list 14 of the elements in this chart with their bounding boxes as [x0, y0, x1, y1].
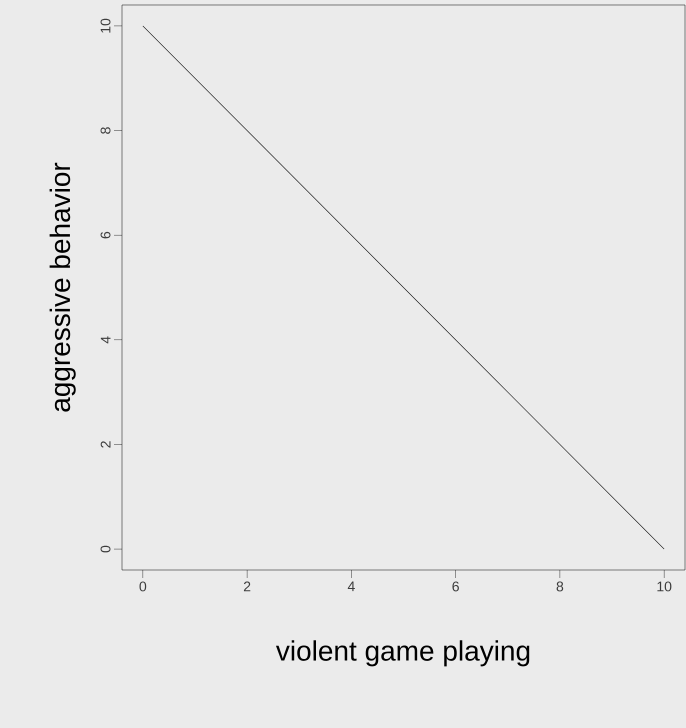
y-tick-label: 4: [100, 336, 110, 344]
y-axis-title: aggressive behavior: [50, 162, 76, 412]
x-tick-label: 10: [657, 582, 672, 592]
y-tick-label: 0: [100, 546, 110, 552]
y-tick-label: 2: [100, 441, 110, 448]
y-tick-label: 8: [100, 127, 110, 134]
x-tick-label: 0: [140, 582, 146, 592]
y-tick-label: 10: [100, 18, 110, 33]
x-tick-label: 4: [348, 582, 355, 592]
y-tick-label: 6: [100, 232, 110, 238]
x-tick-label: 6: [452, 582, 459, 592]
x-tick-label: 8: [556, 582, 564, 592]
x-axis-title: violent game playing: [276, 640, 530, 666]
x-tick-label: 2: [244, 582, 250, 592]
